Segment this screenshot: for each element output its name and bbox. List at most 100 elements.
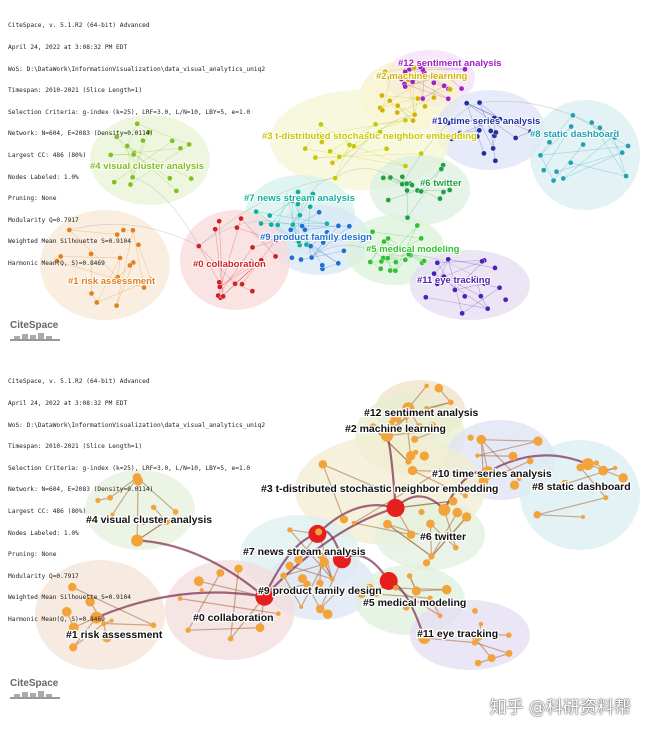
node-machine-learning[interactable] xyxy=(387,75,393,81)
node-news-stream-analysis[interactable] xyxy=(266,212,273,219)
node-twitter[interactable] xyxy=(437,195,443,202)
node-twitter[interactable] xyxy=(421,533,427,539)
node-time-series-analysis[interactable] xyxy=(476,434,487,445)
node-machine-learning[interactable] xyxy=(410,117,416,124)
node-t-distributed-stochastic-neighbor-embedding[interactable] xyxy=(332,175,338,181)
node-twitter[interactable] xyxy=(452,544,459,551)
node-news-stream-analysis[interactable] xyxy=(315,528,323,536)
node-static-dashboard[interactable] xyxy=(581,515,586,520)
node-sentiment-analysis[interactable] xyxy=(415,423,424,431)
node-static-dashboard[interactable] xyxy=(537,152,544,159)
node-eye-tracking[interactable] xyxy=(472,608,478,614)
node-visual-cluster-analysis[interactable] xyxy=(110,512,115,517)
node-visual-cluster-analysis[interactable] xyxy=(186,141,192,148)
node-collaboration[interactable] xyxy=(234,564,243,573)
node-sentiment-analysis[interactable] xyxy=(402,83,409,90)
node-collaboration[interactable] xyxy=(199,588,204,593)
node-product-family-design[interactable] xyxy=(299,604,304,609)
node-news-stream-analysis[interactable] xyxy=(285,561,294,571)
node-static-dashboard[interactable] xyxy=(568,123,574,130)
node-time-series-analysis[interactable] xyxy=(512,135,519,141)
node-medical-modeling[interactable] xyxy=(379,571,398,590)
node-risk-assessment[interactable] xyxy=(90,611,103,624)
node-time-series-analysis[interactable] xyxy=(476,127,483,134)
node-twitter[interactable] xyxy=(418,508,425,516)
node-medical-modeling[interactable] xyxy=(405,251,412,258)
node-sentiment-analysis[interactable] xyxy=(398,76,405,82)
node-t-distributed-stochastic-neighbor-embedding[interactable] xyxy=(364,131,371,137)
node-medical-modeling[interactable] xyxy=(441,584,452,595)
node-medical-modeling[interactable] xyxy=(387,267,394,274)
node-static-dashboard[interactable] xyxy=(570,112,576,119)
node-t-distributed-stochastic-neighbor-embedding[interactable] xyxy=(346,142,353,148)
node-risk-assessment[interactable] xyxy=(54,258,60,264)
node-time-series-analysis[interactable] xyxy=(509,480,520,490)
node-news-stream-analysis[interactable] xyxy=(268,221,274,228)
node-twitter[interactable] xyxy=(404,187,410,194)
cluster-label-machine-learning[interactable]: #2 machine learning xyxy=(344,422,447,436)
node-medical-modeling[interactable] xyxy=(427,595,433,601)
node-collaboration[interactable] xyxy=(220,293,226,300)
node-visual-cluster-analysis[interactable] xyxy=(95,497,101,504)
node-medical-modeling[interactable] xyxy=(373,591,380,597)
node-eye-tracking[interactable] xyxy=(431,270,437,277)
node-machine-learning[interactable] xyxy=(405,458,412,465)
node-static-dashboard[interactable] xyxy=(567,159,574,166)
node-static-dashboard[interactable] xyxy=(553,168,560,175)
node-collaboration[interactable] xyxy=(255,587,274,606)
cluster-label-product-family-design[interactable]: #9 product family design xyxy=(259,231,373,244)
node-medical-modeling[interactable] xyxy=(421,258,427,264)
node-sentiment-analysis[interactable] xyxy=(428,422,437,430)
node-collaboration[interactable] xyxy=(215,292,221,299)
node-twitter[interactable] xyxy=(387,174,394,181)
node-visual-cluster-analysis[interactable] xyxy=(107,152,114,158)
node-risk-assessment[interactable] xyxy=(113,302,120,309)
node-eye-tracking[interactable] xyxy=(459,310,465,317)
node-sentiment-analysis[interactable] xyxy=(441,83,447,89)
node-visual-cluster-analysis[interactable] xyxy=(129,174,136,181)
node-visual-cluster-analysis[interactable] xyxy=(130,151,137,158)
node-visual-cluster-analysis[interactable] xyxy=(124,143,131,149)
cluster-label-twitter[interactable]: #6 twitter xyxy=(419,530,468,544)
node-risk-assessment[interactable] xyxy=(61,606,72,617)
node-t-distributed-stochastic-neighbor-embedding[interactable] xyxy=(318,121,324,128)
node-time-series-analysis[interactable] xyxy=(493,129,499,136)
node-static-dashboard[interactable] xyxy=(580,141,586,148)
node-t-distributed-stochastic-neighbor-embedding[interactable] xyxy=(462,493,468,499)
node-medical-modeling[interactable] xyxy=(411,586,421,596)
node-eye-tracking[interactable] xyxy=(474,632,483,642)
node-risk-assessment[interactable] xyxy=(94,299,100,306)
node-sentiment-analysis[interactable] xyxy=(402,69,408,75)
node-twitter[interactable] xyxy=(399,173,406,180)
node-t-distributed-stochastic-neighbor-embedding[interactable] xyxy=(386,499,405,518)
node-medical-modeling[interactable] xyxy=(369,228,376,235)
node-sentiment-analysis[interactable] xyxy=(419,95,426,102)
node-eye-tracking[interactable] xyxy=(492,265,498,271)
node-medical-modeling[interactable] xyxy=(418,235,424,242)
node-t-distributed-stochastic-neighbor-embedding[interactable] xyxy=(312,154,319,161)
cluster-label-sentiment-analysis[interactable]: #12 sentiment analysis xyxy=(397,57,503,70)
node-static-dashboard[interactable] xyxy=(597,124,603,131)
node-collaboration[interactable] xyxy=(249,244,256,251)
node-twitter[interactable] xyxy=(422,559,431,567)
node-product-family-design[interactable] xyxy=(319,262,326,269)
cluster-label-sentiment-analysis[interactable]: #12 sentiment analysis xyxy=(363,406,480,420)
node-t-distributed-stochastic-neighbor-embedding[interactable] xyxy=(336,154,343,160)
node-time-series-analysis[interactable] xyxy=(478,476,489,487)
node-time-series-analysis[interactable] xyxy=(481,466,494,479)
node-time-series-analysis[interactable] xyxy=(481,150,487,157)
node-t-distributed-stochastic-neighbor-embedding[interactable] xyxy=(383,145,390,152)
node-news-stream-analysis[interactable] xyxy=(258,220,264,227)
node-risk-assessment[interactable] xyxy=(88,251,94,257)
node-sentiment-analysis[interactable] xyxy=(447,399,454,406)
node-machine-learning[interactable] xyxy=(413,449,419,455)
node-twitter[interactable] xyxy=(428,553,435,560)
node-visual-cluster-analysis[interactable] xyxy=(127,181,134,188)
node-machine-learning[interactable] xyxy=(379,92,385,99)
cluster-label-t-distributed-stochastic-neighbor-embedding[interactable]: #3 t-distributed stochastic neighbor emb… xyxy=(261,130,478,143)
node-medical-modeling[interactable] xyxy=(381,238,387,245)
node-risk-assessment[interactable] xyxy=(120,227,127,233)
node-twitter[interactable] xyxy=(380,175,387,181)
node-product-family-design[interactable] xyxy=(335,260,342,267)
node-machine-learning[interactable] xyxy=(403,414,409,421)
